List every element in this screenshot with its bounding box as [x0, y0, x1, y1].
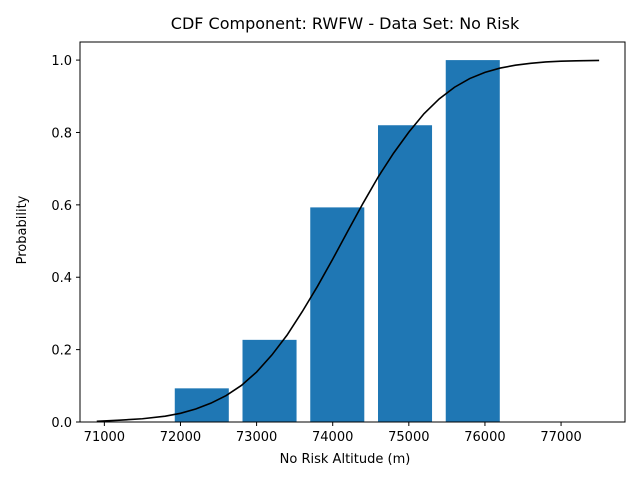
- y-tick-label: 0.8: [51, 126, 72, 141]
- x-tick-label: 76000: [464, 430, 505, 445]
- chart-title: CDF Component: RWFW - Data Set: No Risk: [171, 14, 520, 33]
- bars-group: [174, 60, 500, 422]
- cdf-line: [96, 59, 600, 423]
- y-axis-label: Probability: [15, 195, 30, 264]
- bar-2: [242, 339, 297, 422]
- y-tick-label: 1.0: [51, 54, 72, 69]
- bar-3: [310, 207, 365, 422]
- x-axis-label: No Risk Altitude (m): [280, 452, 411, 467]
- x-tick-label: 72000: [160, 430, 201, 445]
- cdf-line-group: [96, 59, 600, 423]
- x-tick-label: 77000: [540, 430, 581, 445]
- bar-1: [174, 388, 229, 422]
- y-tick-label: 0.4: [51, 271, 72, 286]
- x-tick-label: 73000: [236, 430, 277, 445]
- y-tick-label: 0.2: [51, 344, 72, 359]
- bar-5: [445, 60, 500, 422]
- x-tick-label: 74000: [312, 430, 353, 445]
- x-tick-label: 71000: [84, 430, 125, 445]
- x-axis: 71000 72000 73000 74000 75000 76000 77000: [84, 422, 582, 445]
- bar-4: [377, 125, 433, 422]
- y-tick-label: 0.0: [51, 416, 72, 431]
- y-tick-label: 0.6: [51, 199, 72, 214]
- y-axis: 0.0 0.2 0.4 0.6 0.8 1.0: [51, 54, 80, 431]
- plot-frame: [79, 41, 626, 423]
- x-tick-label: 75000: [388, 430, 429, 445]
